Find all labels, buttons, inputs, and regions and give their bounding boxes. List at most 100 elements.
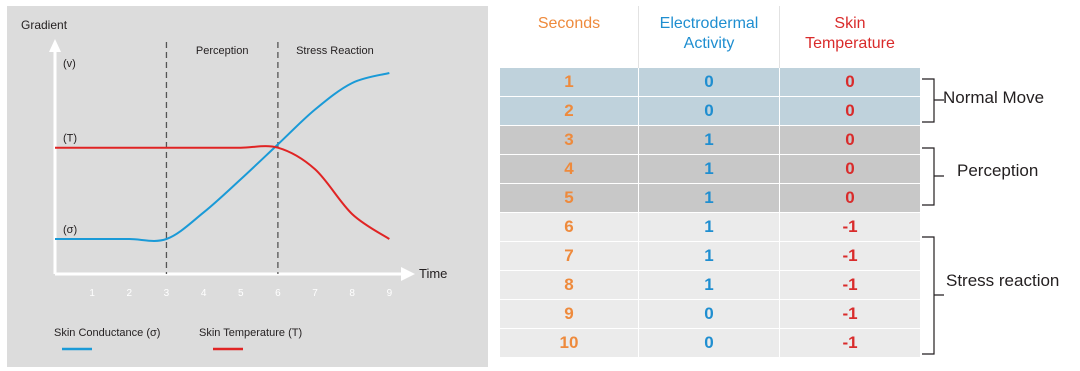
cell-seconds: 4 — [564, 159, 574, 178]
x-tick-label: 7 — [312, 288, 318, 299]
cell-eda: 1 — [704, 246, 714, 265]
y-axis-arrow — [49, 39, 61, 52]
table-row: 1 0 0 — [500, 68, 920, 97]
cell-eda: 0 — [704, 72, 714, 91]
group-bracket — [922, 147, 944, 206]
x-tick-label: 4 — [201, 288, 207, 299]
column-header: Seconds — [500, 6, 638, 68]
cell-eda: 1 — [704, 188, 714, 207]
group-bracket — [922, 236, 944, 355]
cell-seconds: 2 — [564, 101, 574, 120]
column-header-line: Seconds — [537, 15, 601, 32]
cell-eda: 1 — [704, 130, 714, 149]
cell-divider — [779, 68, 780, 96]
table-row: 6 1 -1 — [500, 213, 920, 242]
table-row: 3 1 0 — [500, 126, 920, 155]
cell-divider — [638, 184, 639, 212]
table-row: 10 0 -1 — [500, 329, 920, 358]
series-line-skin-conductance — [55, 72, 390, 242]
group-label: Perception — [957, 161, 1039, 180]
y-level-label: (T) — [63, 133, 77, 145]
cell-seconds: 10 — [559, 333, 579, 352]
cell-divider — [638, 213, 639, 241]
legend-label: Skin Temperature (T) — [199, 327, 302, 339]
phase-label-stress: Stress Reaction — [296, 45, 374, 57]
column-header-line: Temperature — [805, 35, 895, 52]
table-row: 4 1 0 — [500, 155, 920, 184]
gradient-chart: Gradient Time 1 2 3 4 5 6 7 8 9 (v) (T) (σ) Perception… — [7, 6, 488, 367]
y-level-label: (v) — [63, 58, 76, 70]
cell-seconds: 9 — [564, 304, 574, 323]
cell-temp: 0 — [845, 101, 855, 120]
cell-eda: 1 — [704, 217, 714, 236]
column-header: Skin Temperature — [780, 6, 920, 68]
cell-divider — [779, 271, 780, 299]
legend-label: Skin Conductance (σ) — [54, 327, 160, 339]
column-header-line: Skin — [834, 15, 866, 32]
cell-divider — [638, 329, 639, 357]
group-bracket — [922, 78, 944, 123]
column-header-line: Activity — [683, 35, 735, 52]
cell-seconds: 3 — [564, 130, 574, 149]
group-label: Stress reaction — [946, 271, 1060, 290]
cell-temp: -1 — [842, 304, 858, 323]
cell-divider — [638, 242, 639, 270]
cell-temp: -1 — [842, 246, 858, 265]
cell-temp: 0 — [845, 159, 855, 178]
table-row: 7 1 -1 — [500, 242, 920, 271]
plot-background — [7, 6, 488, 367]
cell-eda: 0 — [704, 304, 714, 323]
cell-seconds: 8 — [564, 275, 574, 294]
column-header-line: Electrodermal — [659, 15, 759, 32]
cell-divider — [638, 97, 639, 125]
cell-temp: 0 — [845, 72, 855, 91]
cell-divider — [638, 155, 639, 183]
cell-temp: -1 — [842, 217, 858, 236]
cell-divider — [779, 329, 780, 357]
x-axis-title: Time — [419, 266, 447, 281]
cell-seconds: 5 — [564, 188, 574, 207]
table-row: 9 0 -1 — [500, 300, 920, 329]
table-row: 5 1 0 — [500, 184, 920, 213]
cell-divider — [779, 300, 780, 328]
cell-seconds: 1 — [564, 72, 574, 91]
cell-divider — [779, 242, 780, 270]
column-header: Electrodermal Activity — [639, 6, 779, 68]
x-axis-arrow — [401, 267, 415, 281]
header-divider — [779, 6, 780, 68]
cell-eda: 0 — [704, 333, 714, 352]
cell-divider — [638, 300, 639, 328]
x-tick-label: 6 — [275, 288, 281, 299]
cell-eda: 1 — [704, 275, 714, 294]
cell-divider — [638, 68, 639, 96]
phase-label-perception: Perception — [196, 45, 249, 57]
x-tick-label: 3 — [164, 288, 170, 299]
series-line-skin-temperature — [55, 145, 390, 240]
cell-temp: -1 — [842, 275, 858, 294]
cell-seconds: 6 — [564, 217, 574, 236]
cell-seconds: 7 — [564, 246, 574, 265]
cell-divider — [779, 184, 780, 212]
x-tick-label: 5 — [238, 288, 244, 299]
cell-temp: -1 — [842, 333, 858, 352]
cell-divider — [638, 271, 639, 299]
cell-eda: 0 — [704, 101, 714, 120]
y-axis-title: Gradient — [21, 18, 68, 32]
cell-divider — [779, 126, 780, 154]
cell-divider — [638, 126, 639, 154]
cell-temp: 0 — [845, 188, 855, 207]
cell-temp: 0 — [845, 130, 855, 149]
group-label: Normal Move — [943, 88, 1045, 107]
cell-divider — [779, 213, 780, 241]
x-tick-label: 2 — [127, 288, 133, 299]
table-row: 2 0 0 — [500, 97, 920, 126]
table-row: 8 1 -1 — [500, 271, 920, 300]
x-tick-label: 9 — [387, 288, 393, 299]
x-tick-label: 8 — [349, 288, 355, 299]
x-tick-label: 1 — [89, 288, 95, 299]
cell-eda: 1 — [704, 159, 714, 178]
y-level-label: (σ) — [63, 224, 77, 236]
header-divider — [638, 6, 639, 68]
chart-panel: Gradient Time 1 2 3 4 5 6 7 8 9 (v) (T) (σ) Perception… — [7, 6, 488, 367]
cell-divider — [779, 155, 780, 183]
